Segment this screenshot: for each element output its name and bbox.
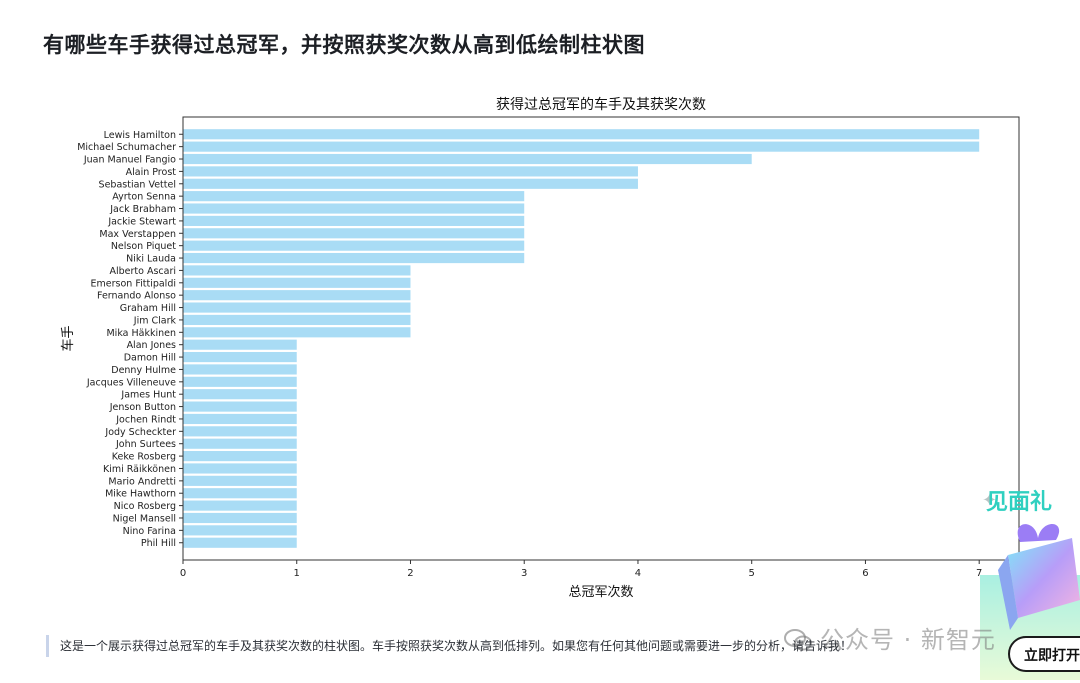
x-tick-label: 1 <box>294 568 300 579</box>
y-tick-label: Jack Brabham <box>109 204 176 215</box>
y-tick-label: Lewis Hamilton <box>104 130 176 141</box>
x-tick-label: 7 <box>976 568 982 579</box>
bar <box>183 389 297 400</box>
sparkle-icon: ✦ <box>982 490 998 511</box>
y-tick-label: Mike Hawthorn <box>105 489 176 500</box>
bar <box>183 512 297 524</box>
bar <box>183 240 525 251</box>
bar <box>183 401 297 412</box>
bar <box>183 228 525 239</box>
bar <box>183 153 752 165</box>
y-tick-label: Nelson Piquet <box>111 241 176 252</box>
bar <box>183 376 297 387</box>
bar <box>183 500 297 511</box>
x-axis-label: 总冠军次数 <box>568 584 633 600</box>
bar <box>183 339 297 350</box>
bar <box>183 302 411 313</box>
bar <box>183 129 980 140</box>
x-tick-label: 6 <box>862 568 868 579</box>
watermark: 公众号 · 新智元 <box>784 620 996 655</box>
y-tick-label: Ayrton Senna <box>112 192 176 203</box>
y-tick-label: Mika Häkkinen <box>106 328 176 339</box>
bar <box>183 178 638 189</box>
y-axis-label: 车手 <box>60 325 76 351</box>
y-tick-label: Michael Schumacher <box>77 142 176 153</box>
x-tick-label: 3 <box>521 568 527 579</box>
y-tick-label: Juan Manuel Fangio <box>83 155 176 166</box>
x-tick-label: 0 <box>180 568 186 579</box>
bar <box>183 364 297 375</box>
bar <box>183 141 980 152</box>
y-tick-label: Alberto Ascari <box>109 266 176 277</box>
bar <box>183 314 411 326</box>
y-tick-label: Alain Prost <box>126 167 177 178</box>
y-tick-label: Fernando Alonso <box>97 291 176 302</box>
answer-text: 这是一个展示获得过总冠军的车手及其获奖次数的柱状图。车手按照获奖次数从高到低排列… <box>46 635 852 657</box>
y-tick-label: Nino Farina <box>123 526 176 537</box>
bar <box>183 215 525 226</box>
y-tick-label: John Surtees <box>115 439 176 450</box>
bar <box>183 525 297 536</box>
question-heading: 有哪些车手获得过总冠军，并按照获奖次数从高到低绘制柱状图 <box>43 33 645 57</box>
y-tick-label: Jacques Villeneuve <box>86 377 176 388</box>
open-now-button[interactable]: 立即打开 <box>1008 636 1080 672</box>
watermark-text: 公众号 · 新智元 <box>820 626 996 654</box>
bar <box>183 191 525 202</box>
bar <box>183 426 297 437</box>
chart-title: 获得过总冠军的车手及其获奖次数 <box>496 96 706 113</box>
bar <box>183 451 297 462</box>
bar <box>183 290 411 301</box>
bar-chart-container: 获得过总冠军的车手及其获奖次数 Lewis Hamilton Michael Sch… <box>0 90 1080 605</box>
y-tick-label: Nigel Mansell <box>113 513 176 524</box>
bar <box>183 351 297 363</box>
x-tick-label: 2 <box>407 568 413 579</box>
y-tick-label: Alan Jones <box>127 340 176 351</box>
bar <box>183 488 297 499</box>
y-tick-label: Jackie Stewart <box>107 216 176 227</box>
bar <box>183 166 638 177</box>
y-tick-label: Jim Clark <box>133 315 177 326</box>
y-tick-label: Sebastian Vettel <box>99 179 176 190</box>
y-tick-label: Kimi Räikkönen <box>103 464 176 475</box>
bar <box>183 438 297 449</box>
bar <box>183 277 411 288</box>
promo-label[interactable]: 见面礼 <box>986 490 1053 515</box>
y-tick-label: Jochen Rindt <box>115 414 176 425</box>
bar <box>183 203 525 214</box>
y-tick-label: Emerson Fittipaldi <box>91 278 176 289</box>
y-tick-label: Phil Hill <box>141 538 176 549</box>
bar <box>183 327 411 338</box>
plot-frame <box>182 116 1020 561</box>
y-tick-label: Damon Hill <box>124 353 176 364</box>
y-tick-label: Graham Hill <box>120 303 176 314</box>
bar <box>183 265 411 276</box>
wechat-icon <box>784 629 812 651</box>
y-tick-label: Max Verstappen <box>99 229 176 240</box>
y-tick-label: Jody Scheckter <box>104 427 176 438</box>
x-tick-label: 4 <box>635 568 641 579</box>
y-tick-label: Denny Hulme <box>111 365 176 376</box>
bar <box>183 413 297 425</box>
x-tick-label: 5 <box>749 568 755 579</box>
y-tick-label: James Hunt <box>120 390 176 401</box>
y-tick-label: Nico Rosberg <box>114 501 176 512</box>
y-tick-label: Jenson Button <box>109 402 176 413</box>
bar <box>183 475 297 486</box>
y-tick-label: Niki Lauda <box>126 254 176 265</box>
y-tick-label: Mario Andretti <box>108 476 176 487</box>
bar <box>183 252 525 264</box>
bar <box>183 537 297 548</box>
bar <box>183 463 297 474</box>
y-tick-label: Keke Rosberg <box>112 452 176 463</box>
